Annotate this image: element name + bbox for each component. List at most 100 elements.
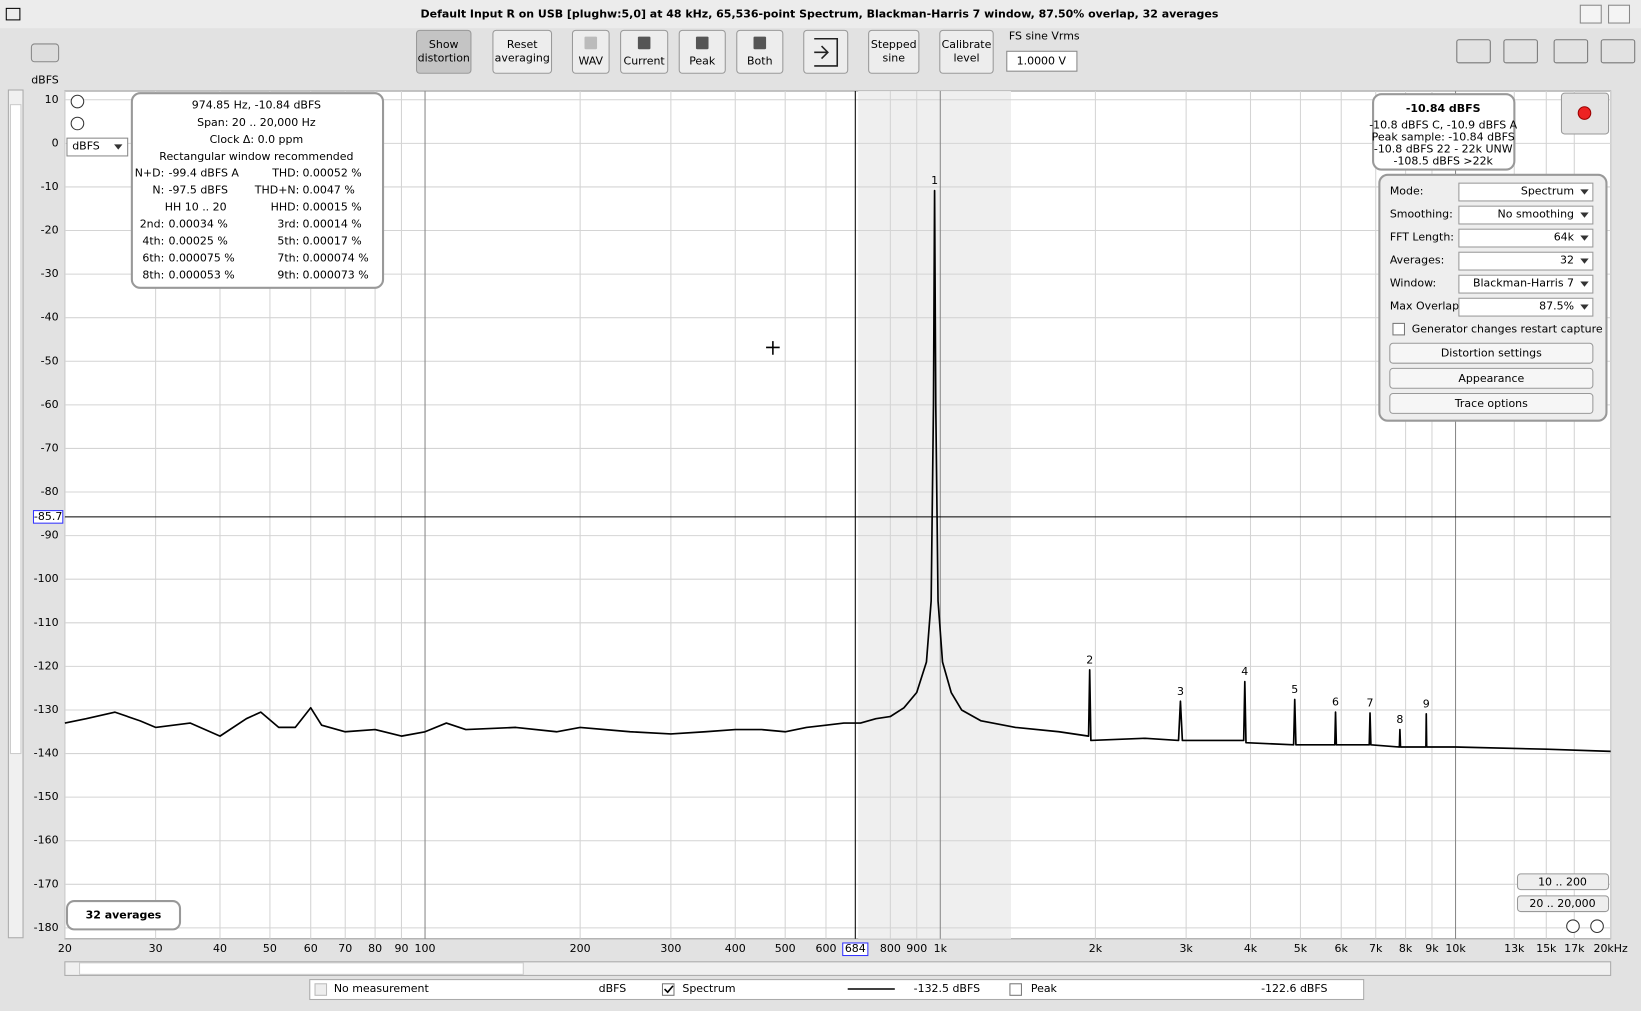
control-dropdown[interactable] <box>1458 251 1594 271</box>
panel-button[interactable] <box>1389 392 1594 414</box>
move-icon[interactable] <box>1553 39 1589 64</box>
toolbar-button[interactable] <box>868 29 920 74</box>
button-label: WAV <box>578 55 603 68</box>
fs-value: 1.0000 V <box>1017 55 1067 68</box>
x-tick-label: 10k <box>1445 942 1466 955</box>
x-tick-label: 8k <box>1399 942 1413 955</box>
averages-badge <box>65 900 182 931</box>
readout-key: 5th: <box>277 235 299 248</box>
cursor-x-label: 684 <box>845 942 866 955</box>
x-tick-label: 13k <box>1504 942 1525 955</box>
control-dropdown[interactable] <box>1458 274 1594 294</box>
close-button[interactable] <box>1608 4 1631 24</box>
legend-value: -122.6 dBFS <box>1261 982 1327 995</box>
legend-checkbox[interactable] <box>1009 983 1022 996</box>
zoom-in-icon[interactable] <box>70 94 85 109</box>
camera-icon[interactable] <box>30 43 60 63</box>
harmonic-label: 1 <box>931 174 938 187</box>
bottom-scroll-thumb[interactable] <box>79 962 524 975</box>
toolbar-button[interactable] <box>939 29 994 74</box>
dropdown-arrow <box>1580 235 1589 241</box>
button-label: Show <box>429 38 459 51</box>
layout-icon[interactable] <box>1456 39 1491 64</box>
control-value: No smoothing <box>1498 208 1574 221</box>
readout-key: 6th: <box>142 252 164 265</box>
button-icon <box>637 36 651 50</box>
control-dropdown[interactable] <box>1458 182 1594 202</box>
readout-value: 0.00034 % <box>168 218 227 231</box>
harmonic-label: 5 <box>1291 683 1298 696</box>
readout-value: -97.5 dBFS <box>168 184 227 197</box>
readout-value: 0.00025 % <box>168 235 227 248</box>
readout-value: 0.00017 % <box>302 235 361 248</box>
maximize-button[interactable] <box>1579 4 1602 24</box>
readout-panel <box>130 92 385 289</box>
level-line: Peak sample: -10.84 dBFS <box>1372 131 1515 144</box>
readout-key: 3rd: <box>277 218 299 231</box>
harmonic-label: 3 <box>1177 685 1184 698</box>
zoom-in-icon[interactable] <box>1590 919 1604 934</box>
zoom-out-icon[interactable] <box>1566 919 1580 934</box>
x-tick-label: 30 <box>149 942 163 955</box>
x-tick-label: 40 <box>213 942 227 955</box>
x-tick-label: 50 <box>263 942 277 955</box>
x-tick-label: 100 <box>415 942 436 955</box>
readout-key: HHD: <box>271 201 300 214</box>
x-tick-label: 7k <box>1369 942 1383 955</box>
button-label: Both <box>747 55 773 68</box>
x-tick-label: 60 <box>304 942 318 955</box>
settings-icon[interactable] <box>1600 39 1636 64</box>
toolbar-button[interactable] <box>678 29 726 74</box>
y-tick-label: -110 <box>34 616 59 629</box>
readout-key: 2nd: <box>140 218 165 231</box>
readout-value: 0.00052 % <box>302 167 361 180</box>
button-icon <box>695 36 709 50</box>
record-indicator <box>1577 106 1592 120</box>
legend-checkbox[interactable] <box>661 983 675 996</box>
toolbar-button[interactable] <box>620 29 669 74</box>
y-tick-label: -140 <box>34 747 59 760</box>
control-dropdown[interactable] <box>1458 205 1594 225</box>
control-label: Smoothing: <box>1390 208 1453 221</box>
left-scroll-thumb[interactable] <box>9 104 22 755</box>
readout-value: 0.000073 % <box>302 268 368 281</box>
panel-button[interactable] <box>1389 367 1594 389</box>
readout-value: 0.000074 % <box>302 252 368 265</box>
toolbar-button[interactable] <box>492 29 553 74</box>
control-label: Averages: <box>1390 254 1444 267</box>
x-tick-label: 15k <box>1536 942 1557 955</box>
level-line: -108.5 dBFS >22k <box>1393 154 1493 167</box>
y-tick-label: -10 <box>41 180 59 193</box>
x-tick-label: 9k <box>1425 942 1439 955</box>
toolbar-button[interactable] <box>416 29 472 74</box>
control-dropdown[interactable] <box>1458 228 1594 248</box>
y-tick-label: -170 <box>34 877 59 890</box>
fs-input[interactable] <box>1006 50 1078 72</box>
title-bar <box>0 0 1641 29</box>
range-button[interactable] <box>1516 873 1610 891</box>
harmonic-label: 6 <box>1332 696 1339 709</box>
x-tick-label: 800 <box>880 942 901 955</box>
control-label: Window: <box>1390 277 1436 290</box>
readout-line: Clock Δ: 0.0 ppm <box>210 133 304 146</box>
averages-text: 32 averages <box>86 909 162 922</box>
legend-unit: dBFS <box>599 982 627 995</box>
toolbar-button[interactable] <box>571 29 610 74</box>
toolbar-button[interactable] <box>736 29 784 74</box>
columns-icon[interactable] <box>1503 39 1538 64</box>
x-tick-label: 4k <box>1244 942 1258 955</box>
readout-key: 4th: <box>142 235 164 248</box>
button-label: Calibrate <box>942 38 992 51</box>
control-dropdown[interactable] <box>1458 297 1594 317</box>
unit-select[interactable] <box>66 137 129 157</box>
y-tick-label: -60 <box>41 398 59 411</box>
panel-button[interactable] <box>1389 342 1594 364</box>
legend-name: Peak <box>1031 982 1058 995</box>
zoom-out-icon[interactable] <box>70 116 85 131</box>
restart-checkbox[interactable] <box>1392 322 1406 336</box>
button-label: level <box>953 52 979 65</box>
readout-line: Rectangular window recommended <box>159 150 353 163</box>
check-mark <box>664 985 674 994</box>
range-button[interactable] <box>1516 895 1610 913</box>
fs-label: FS sine Vrms <box>1009 30 1080 43</box>
